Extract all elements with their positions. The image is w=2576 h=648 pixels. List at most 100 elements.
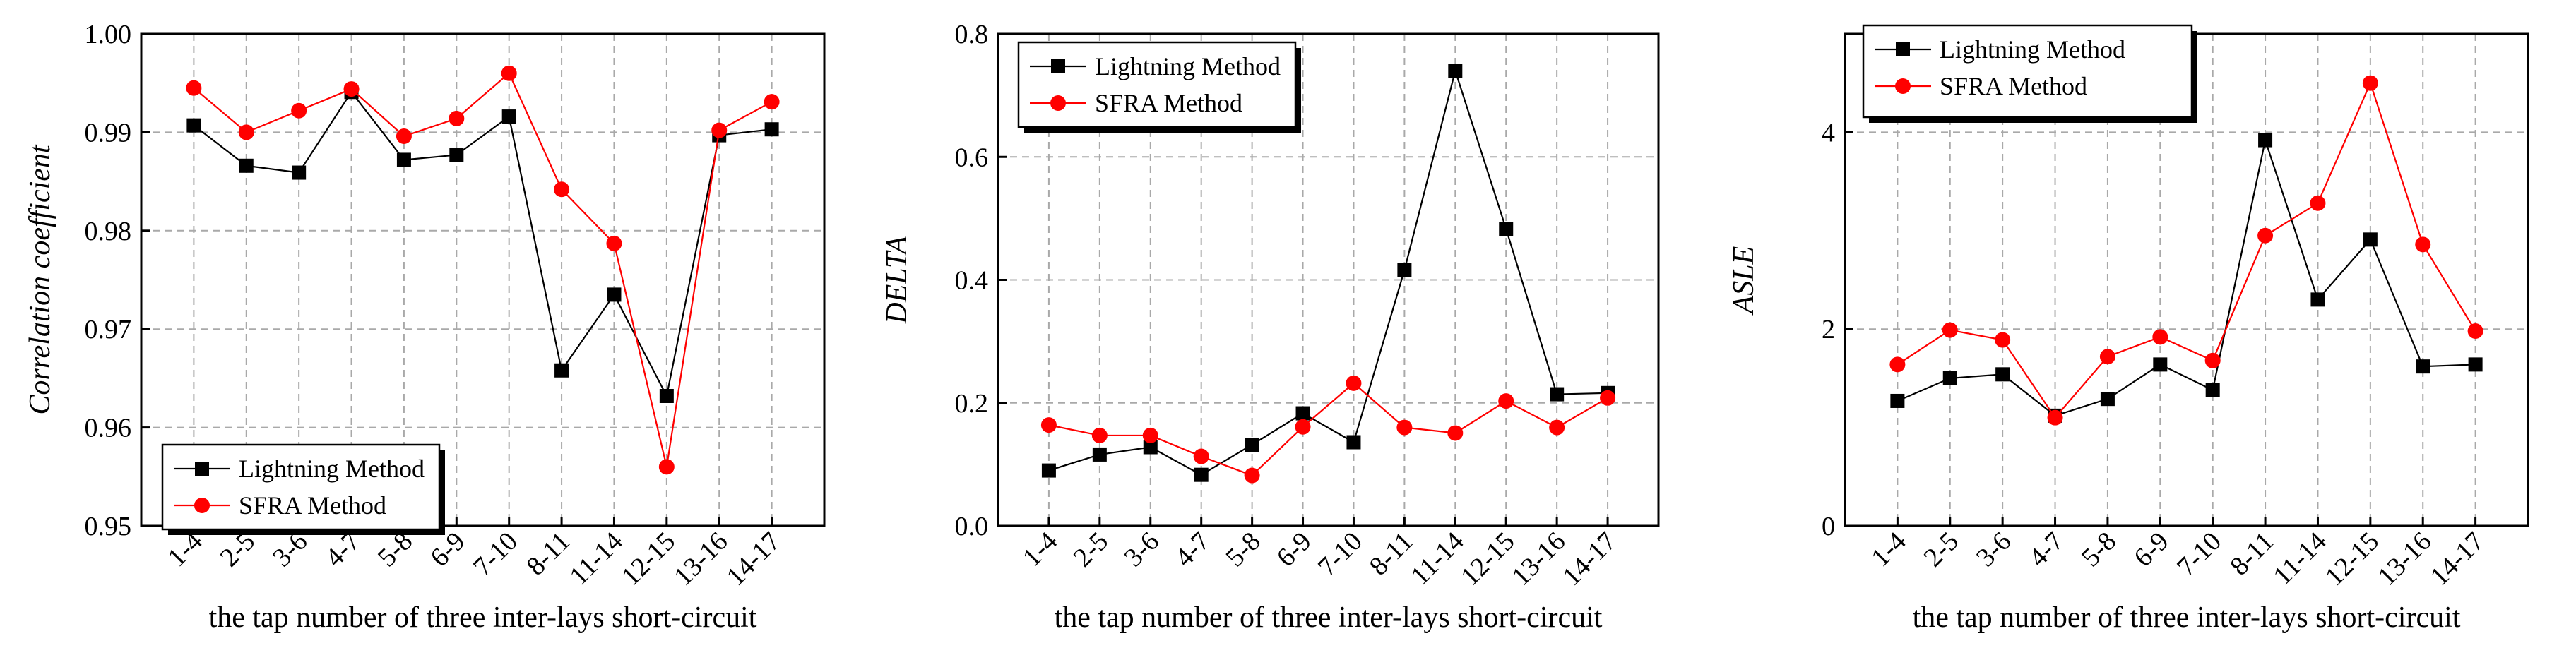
sfra-data-point: [711, 122, 728, 138]
lightning-data-point: [1346, 435, 1361, 450]
sfra-data-point: [2362, 75, 2378, 91]
x-axis-title: the tap number of three inter-lays short…: [1913, 601, 2461, 634]
legend-marker: [1051, 59, 1065, 73]
legend-box: [1017, 41, 1297, 128]
y-axis-title: Correlation coefficient: [24, 144, 57, 415]
lightning-data-point: [1397, 263, 1412, 277]
x-tick-label: 4-7: [1170, 527, 1216, 573]
lightning-data-point: [2153, 357, 2168, 372]
sfra-data-point: [238, 124, 254, 140]
lightning-data-point: [1092, 447, 1107, 462]
sfra-data-point: [606, 235, 622, 251]
lightning-data-point: [2205, 383, 2220, 397]
y-tick-label: 0.98: [85, 217, 132, 246]
sfra-data-point: [1346, 375, 1362, 391]
x-tick-label: 13-16: [2372, 527, 2437, 592]
x-tick-label: 14-17: [2425, 527, 2490, 592]
legend-marker: [195, 462, 209, 476]
sfra-data-point: [2204, 352, 2221, 368]
x-tick-label: 5-8: [2076, 527, 2123, 573]
x-tick-label: 3-6: [1971, 527, 2017, 573]
series-line-lightning: [193, 90, 772, 399]
sfra-data-point: [186, 80, 202, 96]
y-tick-label: 0.96: [85, 414, 132, 443]
sfra-data-point: [1193, 448, 1209, 464]
lightning-data-point: [1448, 64, 1463, 78]
legend-marker: [1050, 95, 1066, 111]
sfra-data-point: [1549, 419, 1565, 436]
sfra-data-point: [1942, 322, 1958, 338]
legend-label: Lightning Method: [239, 455, 425, 483]
sfra-data-point: [291, 102, 307, 119]
series-line-sfra: [193, 71, 773, 467]
sfra-data-point: [764, 94, 780, 110]
legend-marker: [1896, 42, 1910, 56]
sfra-data-point: [1889, 356, 1906, 373]
lightning-data-point: [1890, 393, 1905, 408]
sfra-data-point: [2047, 409, 2063, 426]
x-tick-label: 7-10: [1312, 527, 1368, 582]
x-tick-label: 4-7: [2023, 527, 2070, 573]
series-line-sfra: [1897, 80, 2476, 419]
legend-label: Lightning Method: [1095, 52, 1281, 80]
sfra-data-point: [1091, 427, 1108, 443]
x-tick-label: 14-17: [1557, 527, 1622, 592]
legend-label: SFRA Method: [1940, 72, 2087, 100]
sfra-data-point: [449, 110, 465, 126]
sfra-data-point: [1244, 467, 1260, 484]
y-tick-label: 2: [1822, 315, 1835, 344]
sfra-data-point: [396, 128, 412, 144]
sfra-data-point: [1498, 393, 1514, 409]
sfra-data-point: [2415, 236, 2431, 253]
y-tick-label: 0.95: [85, 512, 132, 541]
lightning-data-point: [1499, 222, 1514, 236]
sfra-data-point: [1447, 425, 1464, 441]
x-tick-label: 12-15: [2320, 527, 2385, 592]
x-tick-label: 7-10: [468, 527, 523, 582]
legend-marker: [194, 498, 210, 513]
plot-frame: [140, 32, 826, 527]
lightning-data-point: [1995, 367, 2010, 382]
lightning-data-point: [396, 152, 411, 167]
x-tick-label: 6-9: [2128, 527, 2175, 573]
y-tick-label: 0.2: [955, 389, 989, 419]
lightning-data-point: [2468, 357, 2483, 372]
x-tick-label: 1-4: [1017, 527, 1064, 573]
y-tick-label: 0.8: [955, 20, 989, 49]
series-line-lightning: [1048, 68, 1608, 476]
lightning-data-point: [1041, 463, 1056, 478]
x-tick-label: 13-16: [668, 527, 733, 592]
sfra-data-point: [343, 81, 360, 97]
x-tick-label: 2-5: [1918, 527, 1965, 573]
x-axis-title: the tap number of three inter-lays short…: [209, 601, 757, 634]
y-tick-label: 0.0: [955, 512, 989, 541]
sfra-data-point: [658, 459, 675, 475]
x-tick-label: 1-4: [1865, 527, 1912, 573]
x-tick-label: 12-15: [1455, 527, 1520, 592]
sfra-data-point: [2152, 329, 2168, 345]
sfra-data-point: [554, 181, 570, 198]
x-tick-label: 11-14: [1405, 527, 1469, 591]
lightning-data-point: [1295, 406, 1310, 421]
legend-box: [1862, 24, 2193, 119]
y-tick-label: 0: [1822, 512, 1835, 541]
x-tick-label: 6-9: [1271, 527, 1317, 573]
series-line-lightning: [1897, 137, 2476, 417]
y-axis-title: DELTA: [881, 236, 913, 325]
y-tick-label: 0.4: [955, 266, 989, 296]
legend-marker: [1895, 78, 1911, 94]
sfra-data-point: [501, 65, 517, 81]
lightning-data-point: [186, 118, 201, 133]
lightning-data-point: [1942, 371, 1957, 385]
legend-label: Lightning Method: [1940, 35, 2125, 64]
legend-label: SFRA Method: [239, 491, 386, 520]
lightning-data-point: [239, 158, 254, 173]
sfra-data-point: [1600, 390, 1616, 406]
x-tick-label: 7-10: [2171, 527, 2227, 582]
lightning-data-point: [2310, 292, 2325, 307]
legend-label: SFRA Method: [1095, 89, 1242, 117]
chart-correlation-coefficient: 0.950.960.970.980.991.001-4 2-5 3-6 4-7 5-8 6…: [24, 20, 826, 634]
x-tick-label: 13-16: [1506, 527, 1571, 592]
chart-delta: 0.00.20.40.60.81-4 2-5 3-6 4-7 5-8 6-97-108-1…: [881, 20, 1660, 634]
